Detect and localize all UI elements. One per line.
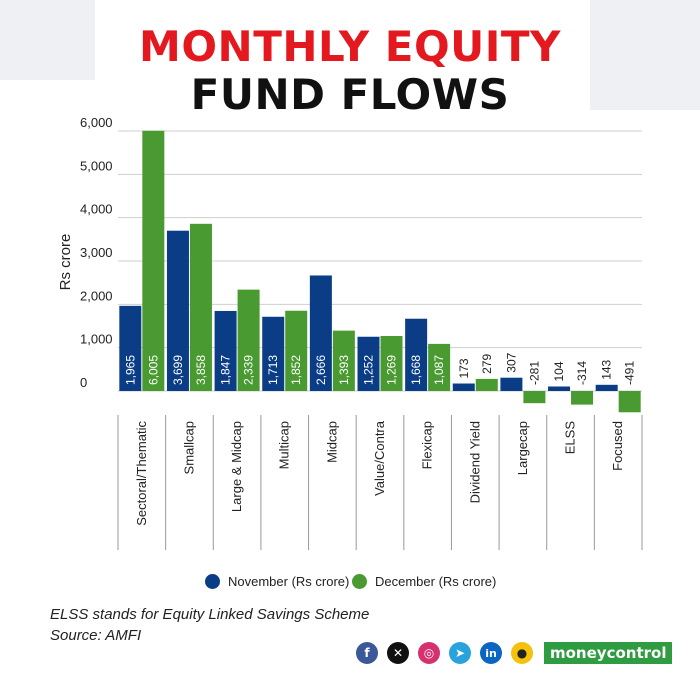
bar [595,384,618,391]
y-tick-label: 5,000 [80,158,113,173]
social-bar: f ✕ ◎ ➤ in ● moneycontrol [356,642,673,664]
bar-chart: 0 1,000 2,000 3,000 4,000 5,000 6,000 Rs crore 1… [57,115,643,550]
bar-value-label: 307 [504,352,518,372]
footnote-source: Source: AMFI [50,627,142,644]
bar-value-label: 2,339 [242,355,256,385]
bar [405,318,428,391]
bar-value-label: 1,847 [219,355,233,385]
y-tick-label: 1,000 [80,332,113,347]
bar-value-label: 1,852 [289,355,303,385]
bar [571,391,594,405]
linkedin-icon[interactable]: in [480,642,502,664]
category-label: Value/Contra [372,420,387,496]
bar-value-label: 2,666 [314,355,328,385]
bar [548,386,571,391]
bar-value-label: 1,393 [337,355,351,385]
legend-item-november: November (Rs crore) [205,574,349,589]
category-label: Flexicap [420,421,435,469]
legend-label-december: December (Rs crore) [375,574,497,589]
bar-value-label: 1,668 [409,355,423,385]
bar [428,343,451,391]
y-tick-label: 3,000 [80,245,113,260]
y-axis-label: Rs crore [57,234,74,291]
footnote-note: ELSS stands for Equity Linked Savings Sc… [50,606,370,623]
bar-value-label: 1,252 [362,355,376,385]
facebook-icon[interactable]: f [356,642,378,664]
bar [357,336,380,391]
category-label: Midcap [324,421,339,463]
category-label: Smallcap [181,421,196,474]
bar-value-label: -281 [527,361,541,385]
telegram-icon[interactable]: ➤ [449,642,471,664]
category-label: Largecap [515,421,530,475]
category-label: Focused [610,421,625,471]
bar-value-label: 143 [600,359,614,379]
y-tick-label: 0 [80,375,87,390]
chart-title-line2: FUND FLOWS [190,70,510,119]
bar-value-label: 173 [457,358,471,378]
bar-value-label: 6,005 [146,355,160,385]
bar [119,305,142,391]
legend-label-november: November (Rs crore) [228,574,350,589]
chart-title-line1: MONTHLY EQUITY [139,22,561,71]
category-label: ELSS [563,421,578,455]
legend-swatch-november [205,574,220,589]
bar-value-label: 3,699 [171,355,185,385]
bar-value-label: 1,269 [385,355,399,385]
legend-item-december: December (Rs crore) [352,574,496,589]
category-label: Multicap [277,421,292,469]
x-icon[interactable]: ✕ [387,642,409,664]
bar-value-label: 1,087 [432,355,446,385]
bar [380,336,403,391]
bar-value-label: -314 [575,361,589,385]
background-shape-right [590,0,700,110]
bar [214,310,237,391]
bar [523,391,546,404]
bar [332,330,355,391]
bar [309,275,332,391]
legend: November (Rs crore) December (Rs crore) [0,574,700,594]
bar [500,377,523,391]
bar [475,378,498,391]
y-tick-label: 6,000 [80,115,113,130]
category-label: Large & Midcap [229,421,244,512]
category-label: Dividend Yield [467,421,482,503]
category-label: Sectoral/Thematic [134,421,149,526]
bar-value-label: -491 [623,361,637,385]
bar-value-label: 1,713 [266,355,280,385]
bar [285,310,308,391]
bar [452,383,475,391]
y-tick-label: 4,000 [80,202,113,217]
bar [166,230,189,391]
bar-value-label: 1,965 [123,355,137,385]
bar-value-label: 279 [480,354,494,374]
bar-value-label: 3,858 [194,355,208,385]
moneycontrol-logo[interactable]: moneycontrol [544,642,673,664]
koo-icon[interactable]: ● [511,642,533,664]
bar [237,289,260,391]
bar-value-label: 104 [552,361,566,381]
bar [262,316,285,391]
bar [618,391,641,413]
background-shape-left [0,0,95,80]
bar [142,130,165,392]
y-tick-label: 2,000 [80,288,113,303]
bar [189,223,212,391]
legend-swatch-december [352,574,367,589]
instagram-icon[interactable]: ◎ [418,642,440,664]
